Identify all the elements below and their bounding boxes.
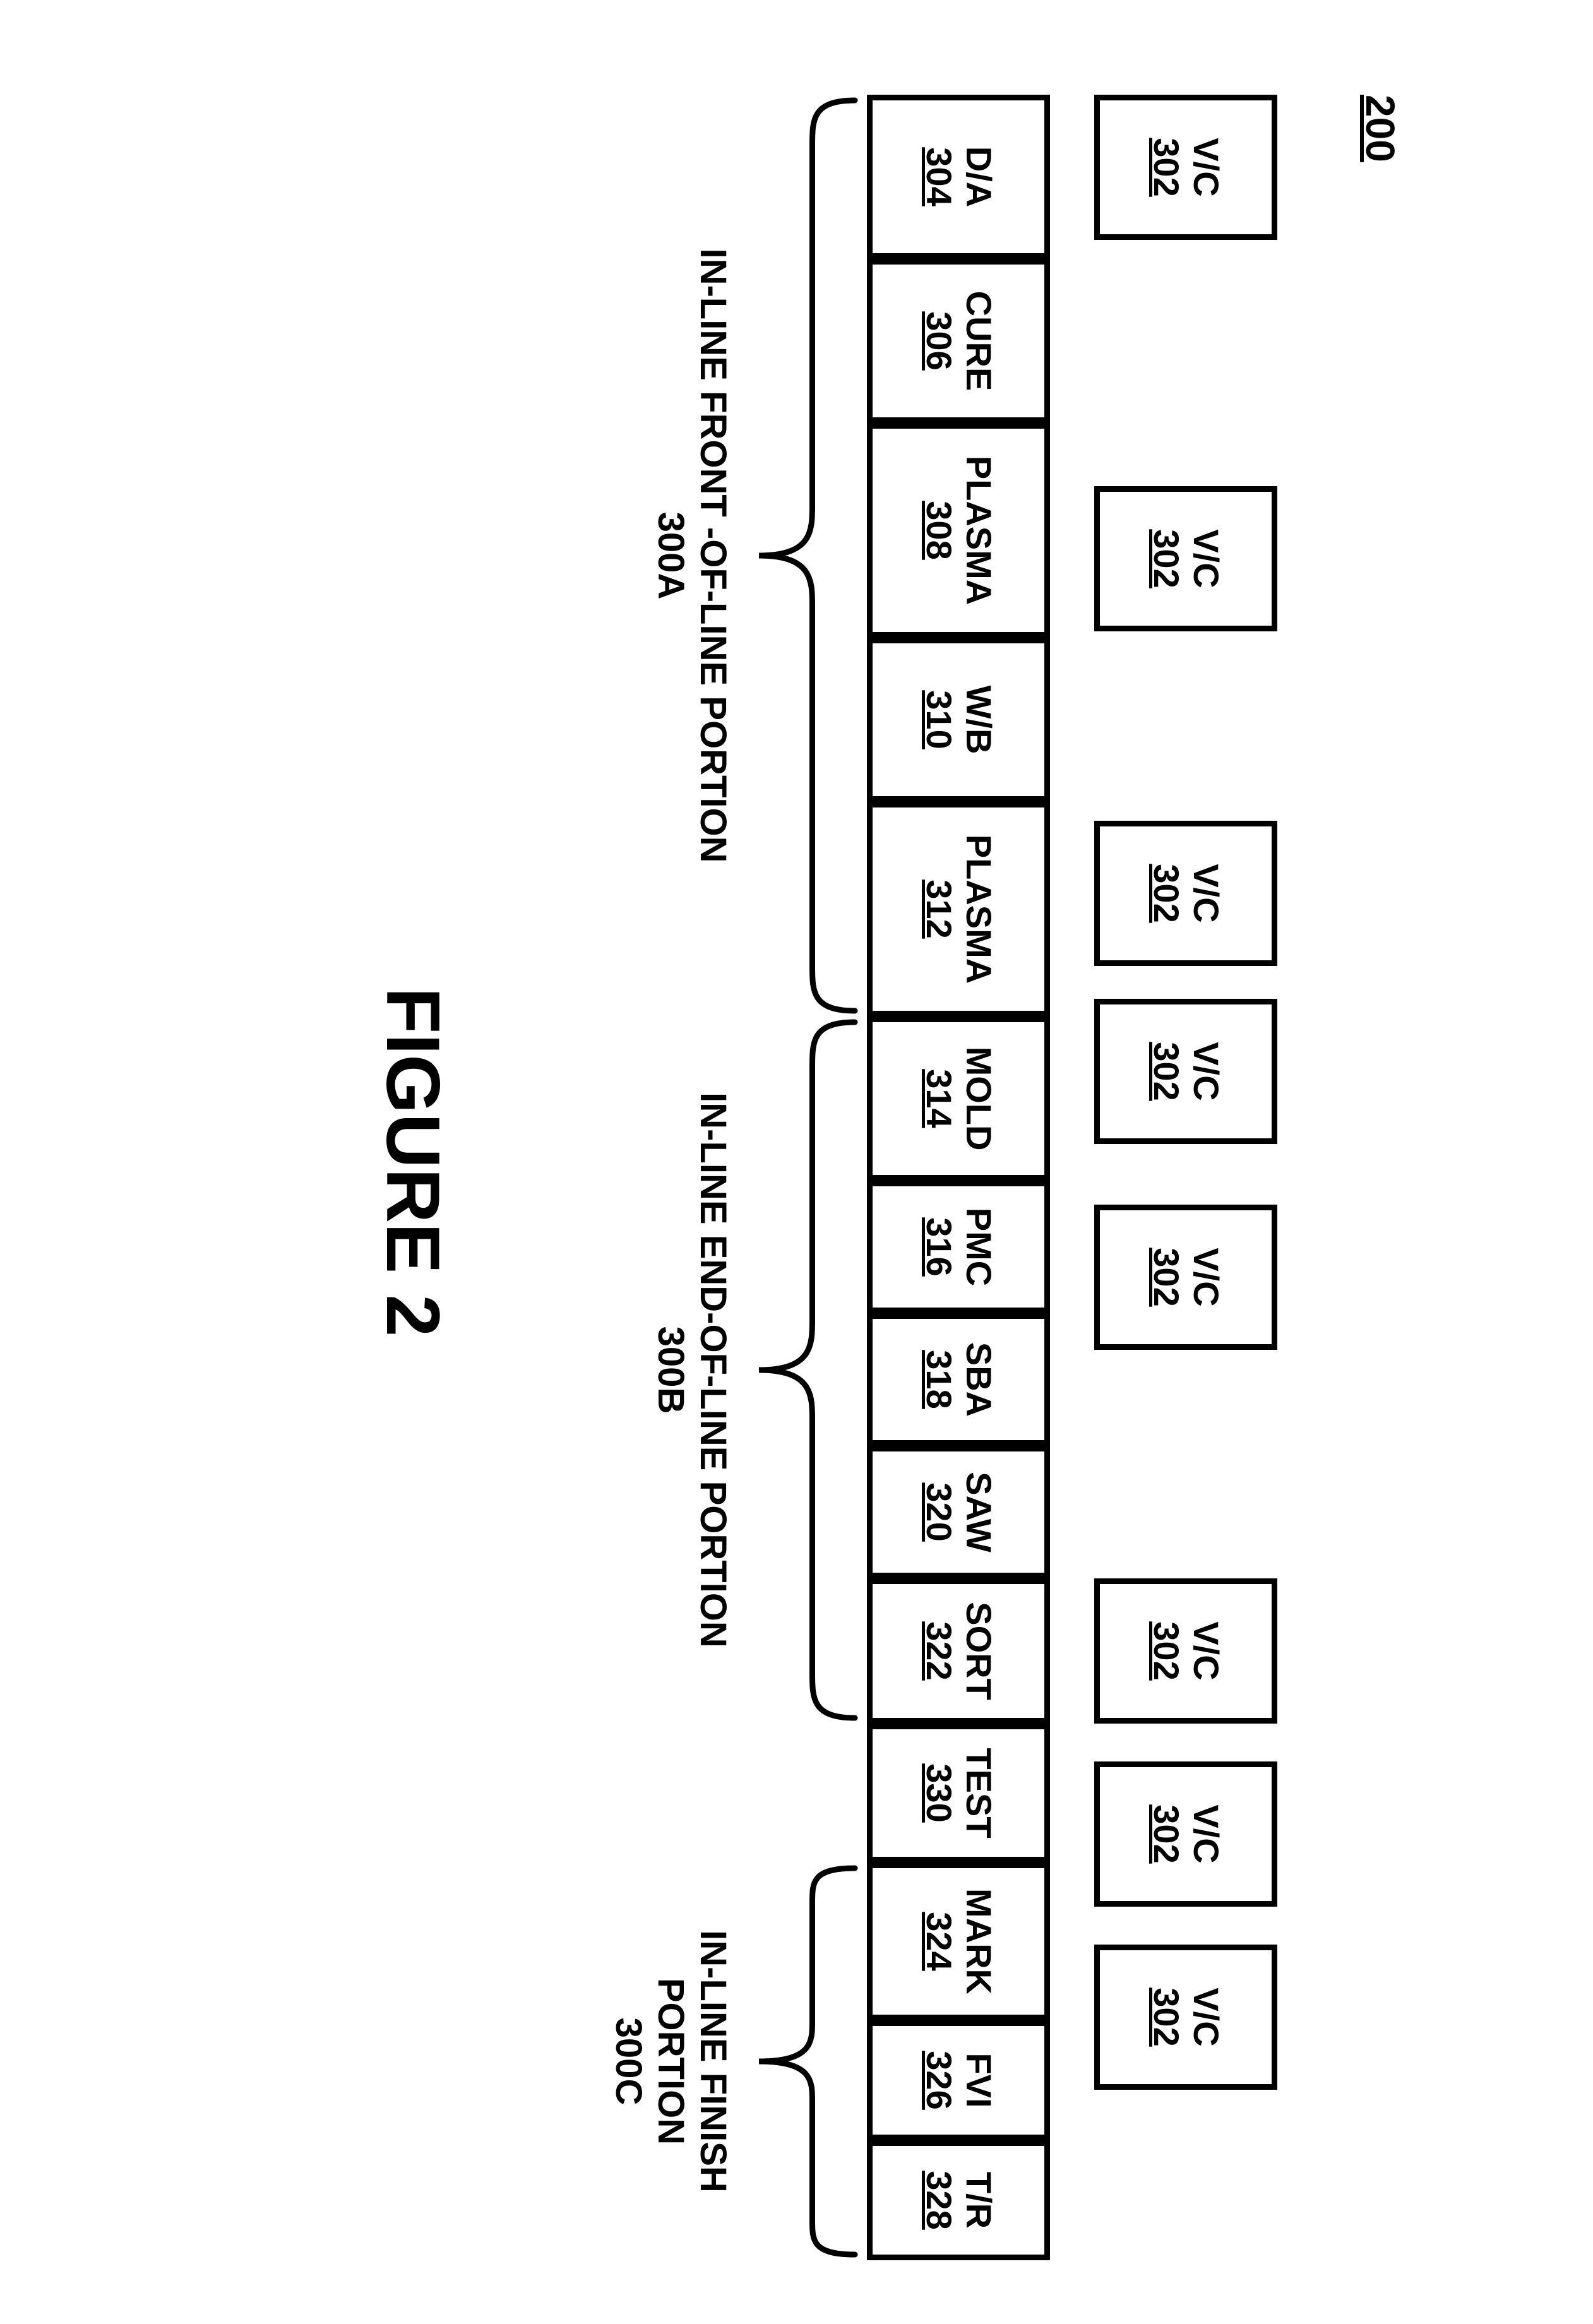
portion-label-line2: 300A: [650, 95, 692, 1016]
process-num: 306: [920, 311, 957, 370]
vc-box: V/C302: [1094, 486, 1277, 631]
vc-box: V/C302: [1094, 999, 1277, 1144]
portion-label-line1: IN-LINE FRONT -OF-LINE PORTION: [692, 95, 734, 1016]
process-num: 310: [920, 690, 957, 749]
process-label: MARK: [960, 1888, 997, 1994]
process-box: D/A304: [867, 95, 1050, 259]
vc-label: V/C: [1187, 1621, 1224, 1680]
portion-label: IN-LINE FRONT -OF-LINE PORTION300A: [650, 95, 734, 1016]
portion-label: IN-LINE END-OF-LINE PORTION300B: [650, 1016, 734, 1724]
process-num: 326: [920, 2051, 957, 2109]
vc-label: V/C: [1187, 864, 1224, 922]
process-num: 322: [920, 1621, 957, 1680]
process-label: FVI: [960, 2053, 997, 2107]
process-box: PLASMA312: [867, 802, 1050, 1016]
process-label: CURE: [960, 291, 997, 391]
process-label: MOLD: [960, 1047, 997, 1151]
brace-icon: [753, 95, 861, 1016]
vc-num: 302: [1147, 1621, 1184, 1680]
vc-label: V/C: [1187, 1042, 1224, 1100]
process-num: 324: [920, 1912, 957, 1970]
portion-label: IN-LINE FINISH PORTION300C: [607, 1862, 734, 2260]
process-num: 316: [920, 1217, 957, 1276]
process-num: 328: [920, 2171, 957, 2229]
vc-box: V/C302: [1094, 1205, 1277, 1350]
process-box: T/R328: [867, 2140, 1050, 2260]
process-num: 312: [920, 879, 957, 938]
brace-icon: [753, 1016, 861, 1724]
process-num: 304: [920, 147, 957, 206]
process-box: FVI326: [867, 2020, 1050, 2140]
process-label: PMC: [960, 1208, 997, 1286]
process-label: SAW: [960, 1472, 997, 1552]
portion-label-line1: IN-LINE FINISH PORTION: [650, 1862, 734, 2260]
brace-icon: [753, 1862, 861, 2260]
vc-num: 302: [1147, 1042, 1184, 1100]
process-num: 314: [920, 1069, 957, 1128]
process-label: SORT: [960, 1602, 997, 1700]
process-label: T/R: [960, 2172, 997, 2229]
process-label: D/A: [960, 146, 997, 207]
portion-label-line2: 300C: [607, 1862, 650, 2260]
process-label: W/B: [960, 686, 997, 754]
process-box: SAW320: [867, 1446, 1050, 1578]
process-box: W/B310: [867, 638, 1050, 802]
vc-box: V/C302: [1094, 1578, 1277, 1724]
process-label: TEST: [960, 1748, 997, 1838]
vc-num: 302: [1147, 138, 1184, 196]
process-label: SBA: [960, 1342, 997, 1417]
portion-label-line1: IN-LINE END-OF-LINE PORTION: [692, 1016, 734, 1724]
vc-box: V/C302: [1094, 821, 1277, 966]
process-box: PMC316: [867, 1181, 1050, 1313]
figure-ref: 200: [1357, 95, 1404, 162]
vc-label: V/C: [1187, 138, 1224, 196]
process-box: PLASMA308: [867, 423, 1050, 638]
process-box: SORT322: [867, 1578, 1050, 1724]
vc-box: V/C302: [1094, 1945, 1277, 2090]
vc-num: 302: [1147, 1987, 1184, 2046]
vc-num: 302: [1147, 529, 1184, 588]
page: 200 FIGURE 2 V/C302V/C302V/C302V/C302V/C…: [0, 0, 1593, 2324]
rotated-canvas: 200 FIGURE 2 V/C302V/C302V/C302V/C302V/C…: [0, 0, 1593, 2324]
process-num: 330: [920, 1763, 957, 1822]
vc-box: V/C302: [1094, 95, 1277, 240]
vc-label: V/C: [1187, 1804, 1224, 1863]
vc-num: 302: [1147, 864, 1184, 922]
process-num: 308: [920, 501, 957, 559]
process-num: 318: [920, 1350, 957, 1409]
process-box: SBA318: [867, 1313, 1050, 1446]
portion-label-line2: 300B: [650, 1016, 692, 1724]
process-label: PLASMA: [960, 835, 997, 984]
process-box: MARK324: [867, 1862, 1050, 2020]
process-box: TEST330: [867, 1724, 1050, 1862]
vc-label: V/C: [1187, 529, 1224, 588]
process-box: CURE306: [867, 259, 1050, 423]
vc-num: 302: [1147, 1248, 1184, 1306]
vc-label: V/C: [1187, 1987, 1224, 2046]
figure-title: FIGURE 2: [369, 0, 456, 2324]
process-label: PLASMA: [960, 456, 997, 605]
vc-num: 302: [1147, 1804, 1184, 1863]
vc-label: V/C: [1187, 1248, 1224, 1306]
diagram-canvas: 200 FIGURE 2 V/C302V/C302V/C302V/C302V/C…: [0, 0, 1593, 2324]
process-box: MOLD314: [867, 1016, 1050, 1181]
process-num: 320: [920, 1482, 957, 1541]
vc-box: V/C302: [1094, 1761, 1277, 1907]
